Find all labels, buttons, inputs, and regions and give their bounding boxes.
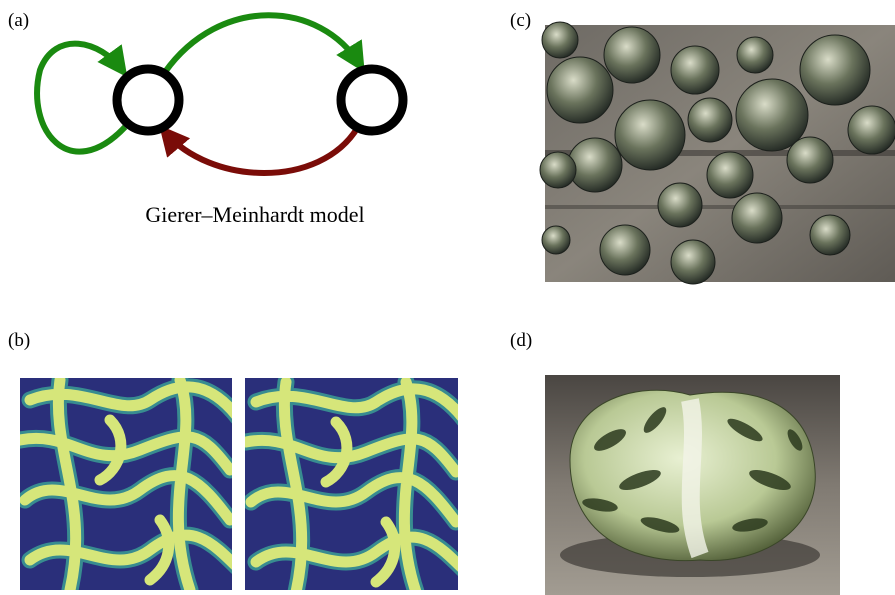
- inhibitor-node: [336, 64, 408, 136]
- panel-label: (d): [510, 330, 532, 351]
- shells-photo: [539, 21, 895, 285]
- caption: Gierer–Meinhardt model: [145, 202, 364, 227]
- activator-node: [112, 64, 184, 136]
- inhibition-arrow: [159, 125, 361, 176]
- panel-label: (c): [510, 10, 531, 31]
- panel-label: (b): [8, 330, 30, 351]
- panel-label: (a): [8, 10, 29, 31]
- activation-arrow: [162, 12, 365, 74]
- pattern-image: [20, 378, 232, 590]
- pattern-image: [245, 378, 458, 590]
- shell-photo: [545, 375, 840, 595]
- self-activation-arrow: [34, 40, 128, 155]
